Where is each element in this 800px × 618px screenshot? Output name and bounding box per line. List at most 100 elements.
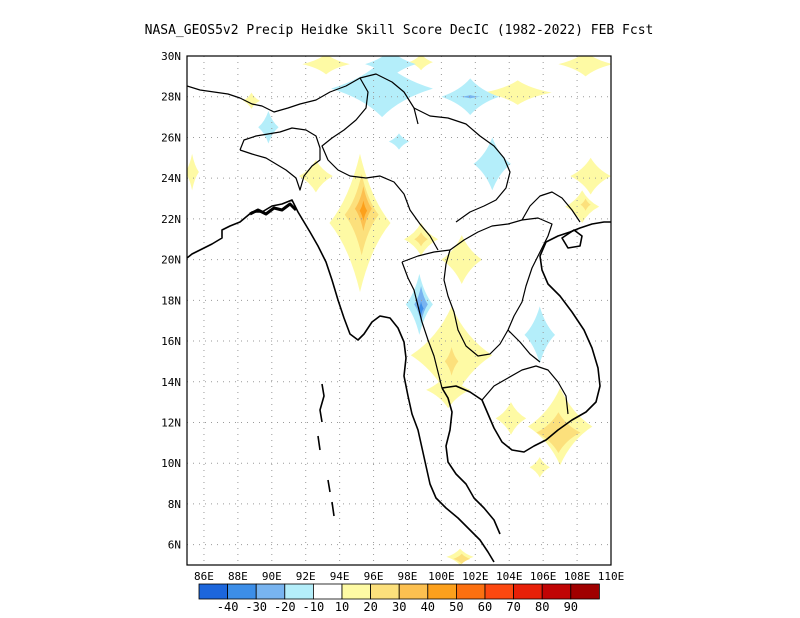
lat-tick-label: 16N [161, 335, 181, 348]
contour-p10-7 [441, 235, 483, 285]
colorbar [198, 583, 600, 600]
lon-tick-label: 110E [598, 570, 625, 583]
contour-n10-30 [473, 137, 511, 191]
colorbar-swatch-p40 [427, 583, 457, 600]
contour-p10-20 [302, 56, 350, 75]
colorbar-swatch-zero [312, 583, 343, 600]
skill-contours [187, 56, 611, 565]
border-himalaya [187, 73, 419, 125]
coastlines [187, 199, 611, 563]
contour-n10-26 [331, 60, 433, 118]
lat-tick-label: 18N [161, 294, 181, 307]
colorbar-swatch-p80 [541, 583, 572, 600]
contour-p10-14 [529, 457, 550, 478]
colorbar-label: 40 [421, 600, 435, 614]
border-myanmar-thailand [401, 249, 451, 389]
contour-p10-23 [242, 92, 260, 109]
colorbar-label: -20 [274, 600, 296, 614]
lon-tick-label: 94E [330, 570, 350, 583]
border-laos [443, 217, 553, 357]
contour-p10-17 [565, 190, 600, 223]
map-frame [186, 55, 612, 566]
contour-p10-21 [409, 56, 433, 71]
coastline-east [441, 221, 611, 535]
lat-tick-label: 14N [161, 376, 181, 389]
map-background [187, 56, 611, 565]
contour-p10-13 [495, 402, 527, 435]
lon-tick-label: 90E [262, 570, 282, 583]
contour-p10-4 [298, 159, 333, 193]
colorbar-label: 50 [449, 600, 463, 614]
colorbar-label: -40 [217, 600, 239, 614]
lon-tick-label: 106E [530, 570, 557, 583]
lat-tick-label: 12N [161, 416, 181, 429]
lon-tick-label: 98E [398, 570, 418, 583]
colorbar-swatch-p50 [455, 583, 486, 600]
longitude-labels: 86E 88E 90E 92E 94E 96E 98E 100E 102E 104E 106E 108… [194, 570, 624, 583]
colorbar-label: 70 [506, 600, 520, 614]
lat-tick-label: 26N [161, 131, 181, 144]
lat-tick-label: 8N [168, 498, 181, 511]
hainan-island [561, 229, 583, 249]
colorbar-label: 10 [335, 600, 349, 614]
lon-tick-label: 86E [194, 570, 214, 583]
lon-tick-label: 108E [564, 570, 591, 583]
contour-p10-19 [558, 56, 611, 77]
colorbar-swatch-n10 [284, 583, 314, 600]
contour-p20-25 [453, 553, 471, 564]
colorbar-swatch-n20 [255, 583, 286, 600]
lon-tick-label: 102E [462, 570, 489, 583]
colorbar-swatch-n30 [227, 583, 257, 600]
colorbar-swatch-p90 [570, 583, 600, 600]
contour-p20-6 [414, 232, 428, 247]
colorbar-swatch-p30 [398, 583, 429, 600]
border-china-interior [413, 107, 511, 223]
colorbar-label: 90 [564, 600, 578, 614]
contour-p10-10 [426, 371, 471, 409]
colorbar-swatch-p20 [370, 583, 400, 600]
lat-tick-label: 28N [161, 91, 181, 104]
lon-tick-label: 92E [296, 570, 316, 583]
map-title: NASA_GEOS5v2 Precip Heidke Skill Score D… [145, 23, 654, 38]
colorbar-label: 60 [478, 600, 492, 614]
colorbar-label: 20 [363, 600, 377, 614]
colorbar-label: -30 [245, 600, 267, 614]
lat-tick-label: 24N [161, 172, 181, 185]
border-cambodia [481, 329, 569, 415]
colorbar-swatch-p60 [484, 583, 515, 600]
lat-tick-label: 22N [161, 213, 181, 226]
coastline-west [187, 199, 495, 563]
border-india-bangladesh [239, 127, 321, 191]
map-gridlines [187, 56, 611, 565]
contour-p20-9 [444, 347, 459, 376]
map-plot-area [187, 56, 611, 565]
colorbar-label: 80 [535, 600, 549, 614]
colorbar-swatch-n40 [198, 583, 229, 600]
colorbar-labels: -40 -30 -20 -10 10 20 30 40 50 60 70 80 90 [217, 600, 578, 614]
colorbar-swatch-p10 [341, 583, 372, 600]
lat-tick-label: 6N [168, 539, 181, 552]
country-borders [187, 73, 581, 415]
lon-tick-label: 100E [428, 570, 455, 583]
contour-n10-27 [365, 56, 416, 79]
contour-n10-31 [388, 133, 410, 150]
lon-tick-label: 96E [364, 570, 384, 583]
contour-n20-29 [460, 95, 481, 99]
contour-p10-16 [570, 157, 611, 195]
colorbar-label: 30 [392, 600, 406, 614]
contour-p20-12 [536, 412, 581, 454]
andaman-islands [317, 383, 335, 517]
colorbar-swatch-p70 [513, 583, 543, 600]
contour-n10-36 [258, 110, 279, 144]
border-vietnam-china [521, 191, 581, 223]
lat-tick-label: 10N [161, 457, 181, 470]
contour-p10-15 [483, 80, 552, 105]
contour-p40-3 [359, 200, 368, 221]
contour-p20-18 [580, 198, 591, 211]
lat-tick-label: 20N [161, 254, 181, 267]
lat-tick-label: 30N [161, 50, 181, 63]
border-myanmar-china [321, 77, 439, 251]
contour-n30-34 [418, 301, 424, 316]
lon-tick-label: 104E [496, 570, 523, 583]
